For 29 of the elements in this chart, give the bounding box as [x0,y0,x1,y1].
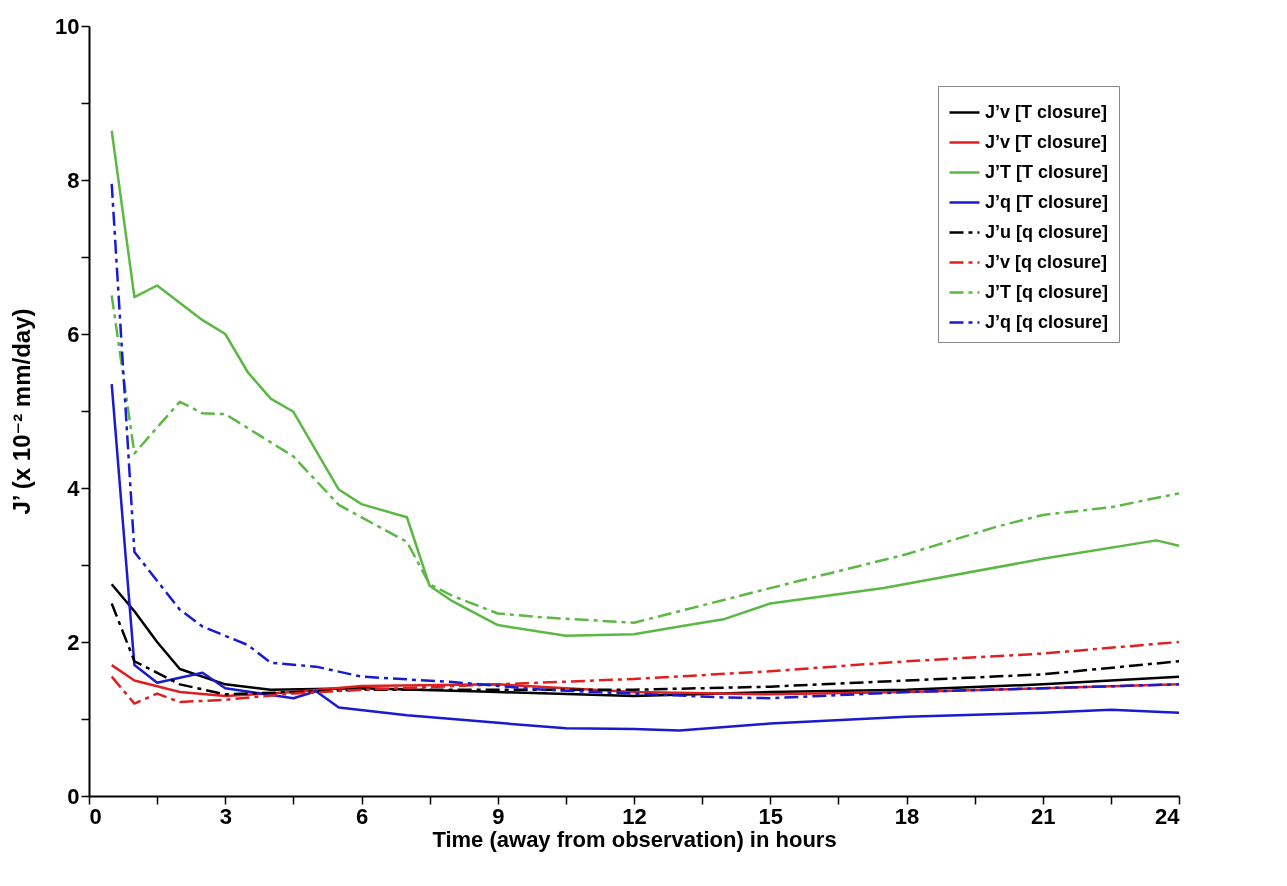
y-tick-label: 4 [67,475,81,501]
line-series [110,640,1181,705]
x-tick-label: 6 [355,803,369,829]
x-tick-label: 21 [1031,803,1056,829]
line-series [110,129,1181,638]
legend-label: J’v [T closure] [985,131,1108,152]
legend-label: J’v [q closure] [985,251,1108,272]
x-tick-label: 18 [894,803,920,829]
y-tick-label: 10 [55,13,80,39]
y-tick-label: 6 [67,321,80,347]
x-tick-label: 3 [219,803,232,829]
x-tick-label: 9 [492,803,505,829]
y-axis-title: J’ (x 10⁻² mm/day) [8,308,36,515]
legend-label: J’q [T closure] [985,191,1109,212]
legend-label: J’q [q closure] [985,311,1109,332]
x-tick-label: 24 [1155,803,1181,829]
legend-label: J’T [T closure] [985,161,1109,182]
legend-label: J’v [T closure] [985,101,1108,122]
y-tick-label: 2 [67,629,80,655]
line-series [110,382,1181,732]
x-axis-title: Time (away from observation) in hours [432,826,837,852]
y-tick-label: 8 [67,167,80,193]
x-tick-label: 0 [89,803,102,829]
y-tick-label: 0 [67,783,80,809]
line-series [110,182,1181,700]
legend-label: J’T [q closure] [985,281,1109,302]
x-tick-label: 12 [622,803,647,829]
x-tick-label: 15 [758,803,783,829]
legend-label: J’u [q closure] [985,221,1109,242]
